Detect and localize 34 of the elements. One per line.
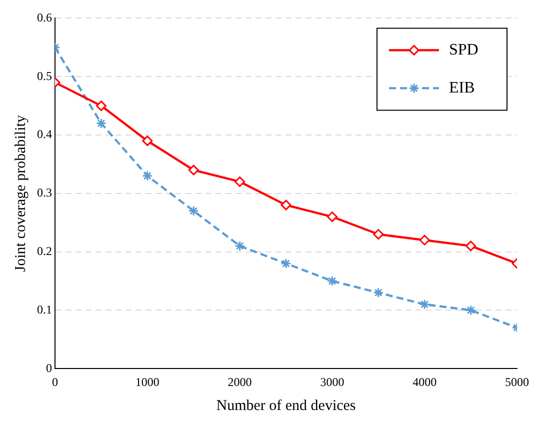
y-tick-label: 0: [46, 360, 52, 375]
y-tick-label: 0.1: [37, 302, 52, 316]
y-tick-label: 0.6: [37, 10, 52, 24]
point: [326, 212, 338, 222]
legend-label: EIB: [449, 79, 475, 96]
y-axis-title: Joint coverage probability: [12, 114, 29, 272]
x-axis-title: Number of end devices: [216, 398, 356, 414]
point: [326, 276, 338, 286]
x-tick-label: 3000: [320, 374, 344, 389]
legend-label: SPD: [449, 41, 478, 58]
point: [142, 136, 153, 146]
x-tick-label: 4000: [412, 374, 437, 389]
point: [280, 200, 292, 210]
point: [466, 240, 476, 252]
point: [234, 240, 246, 252]
point: [234, 176, 246, 187]
point: [96, 118, 106, 129]
point: [373, 287, 384, 298]
point: [373, 229, 384, 240]
point: [419, 299, 430, 310]
point: [188, 164, 199, 176]
point: [142, 170, 153, 182]
point: [96, 100, 106, 112]
y-tick-label: 0.3: [37, 186, 52, 200]
x-tick-label: 5000: [505, 374, 529, 389]
y-tick-label: 0.4: [37, 127, 52, 142]
y-tick-label: 0.2: [37, 244, 52, 258]
point: [419, 234, 430, 246]
point: [280, 258, 292, 269]
x-tick-label: 1000: [135, 374, 160, 389]
point: [188, 206, 199, 216]
y-tick-label: 0.5: [37, 68, 52, 83]
x-tick-label: 2000: [228, 374, 252, 389]
point: [466, 304, 476, 316]
